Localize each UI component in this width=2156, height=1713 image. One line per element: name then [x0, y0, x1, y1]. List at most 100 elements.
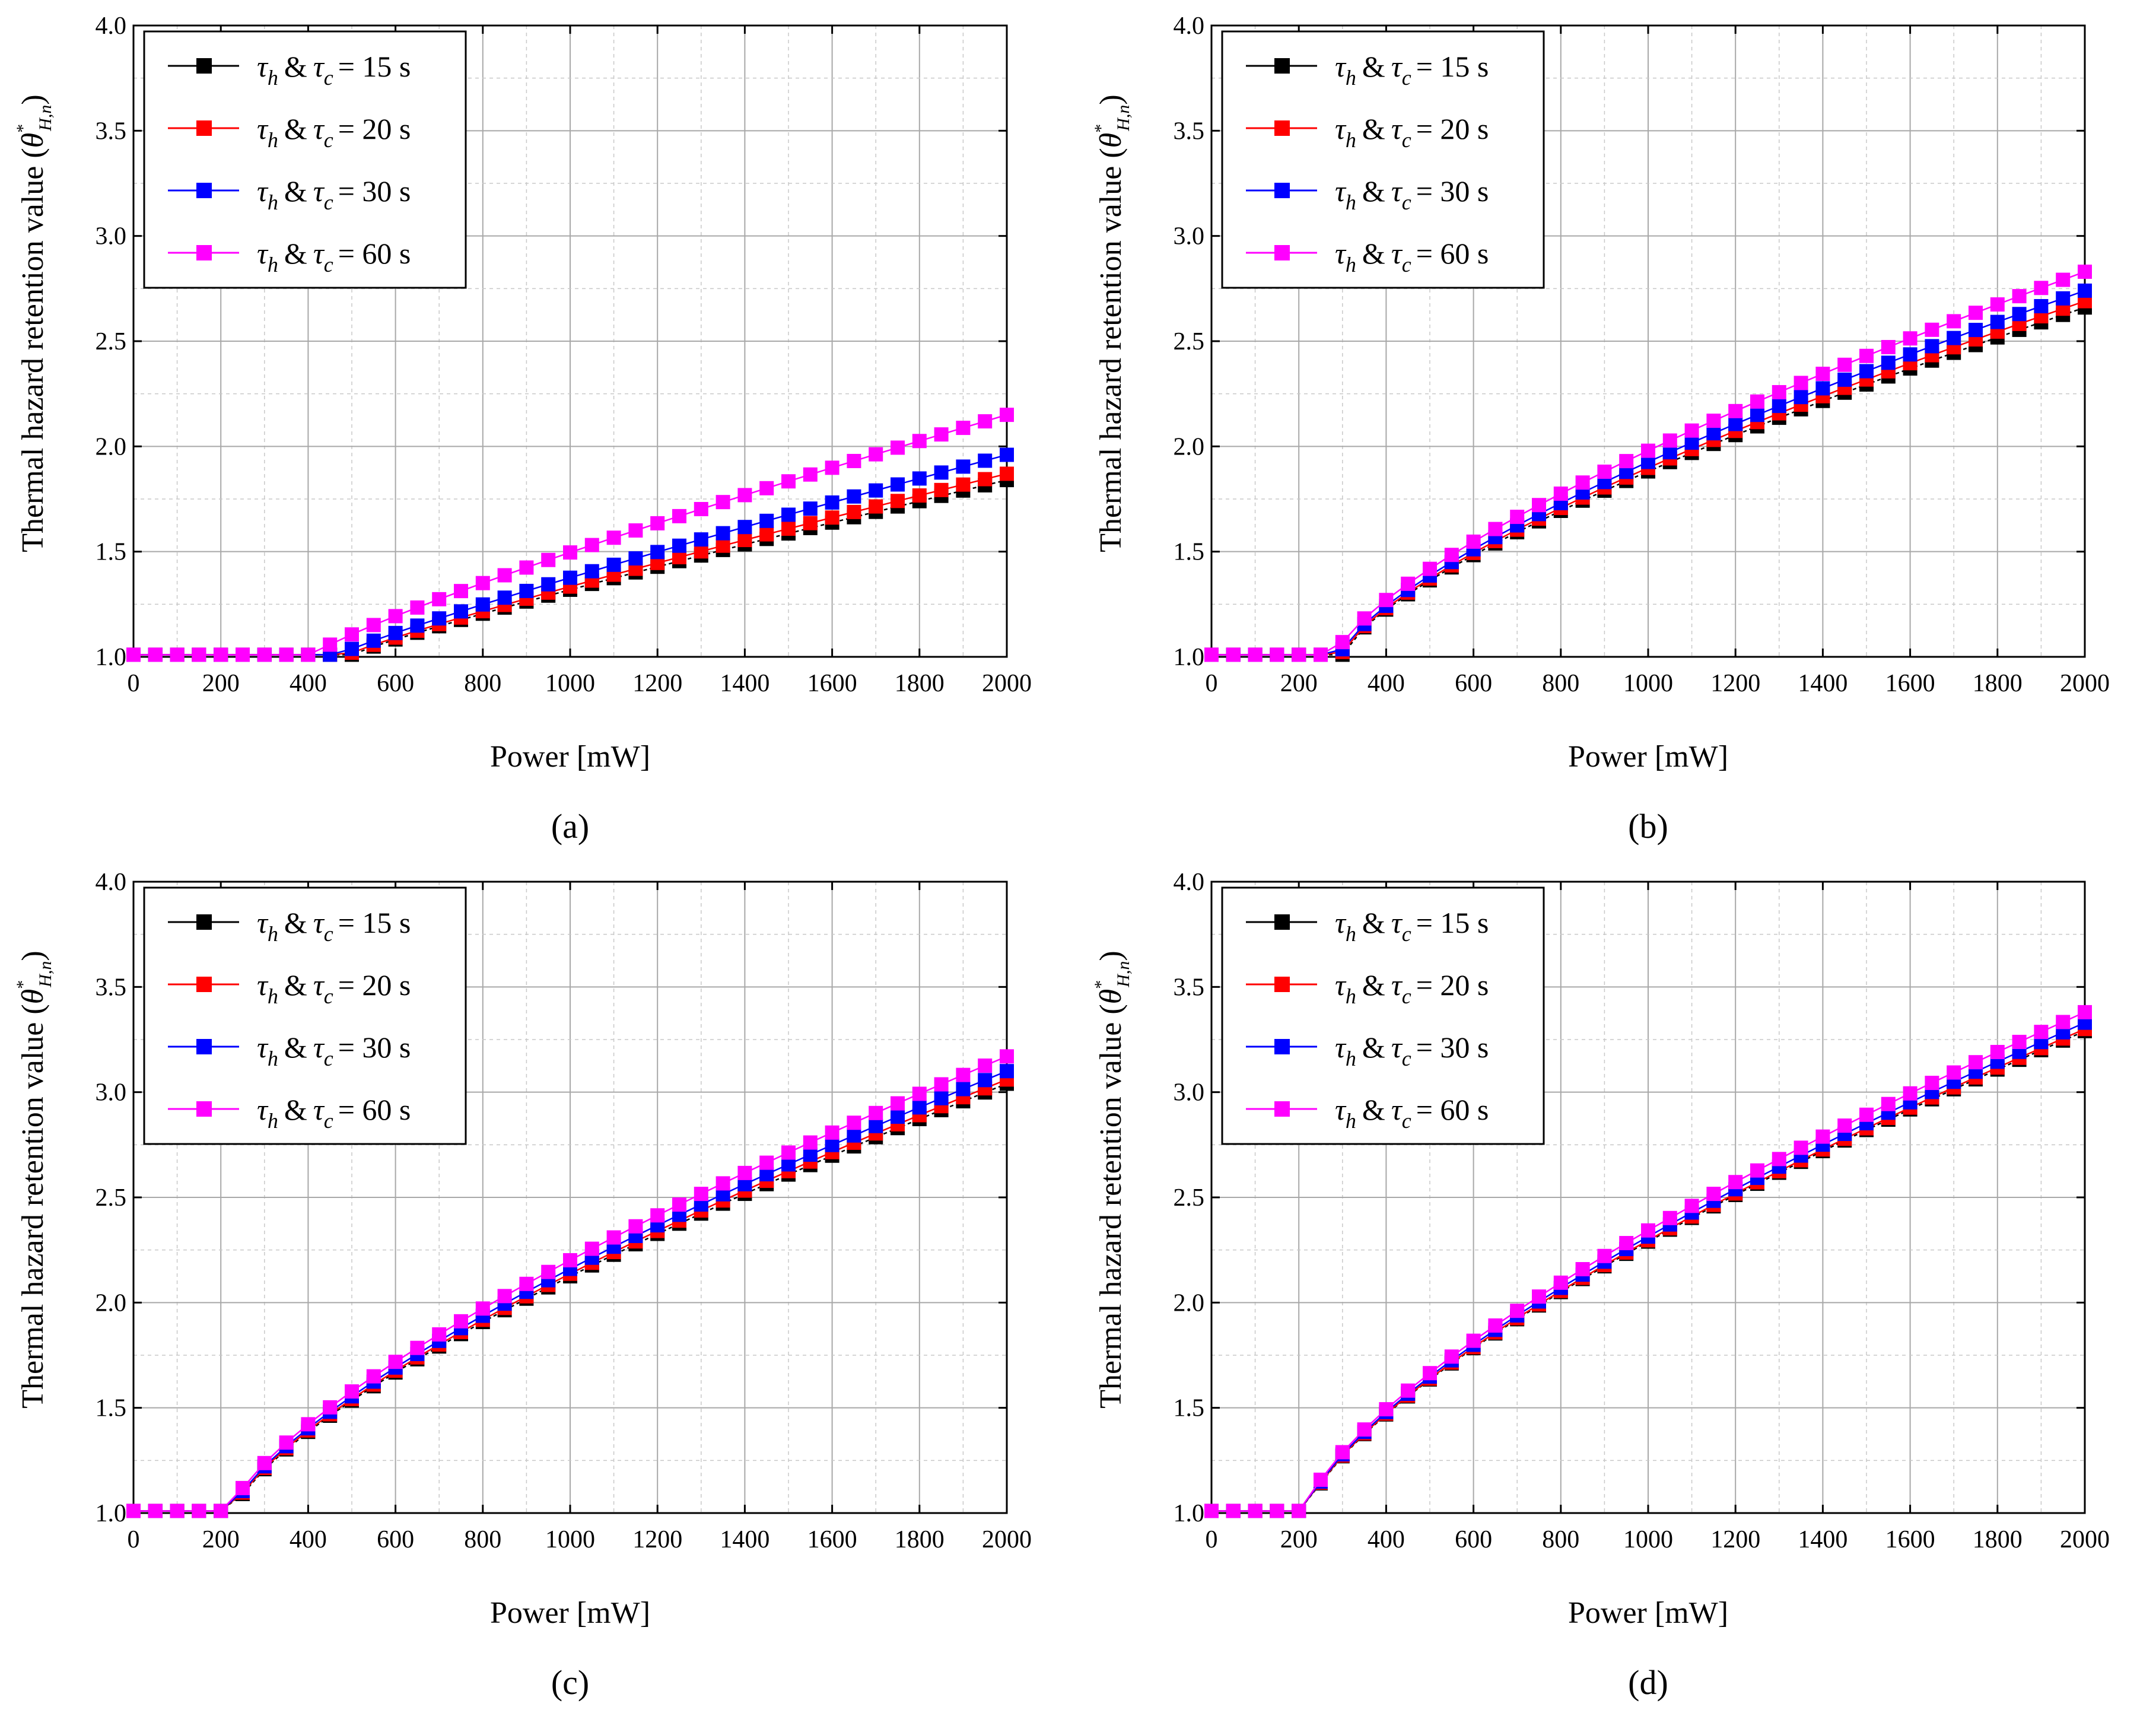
- data-point: [1750, 394, 1764, 409]
- data-point: [1466, 1333, 1481, 1348]
- legend-amp: &: [1362, 174, 1385, 208]
- x-tick-label: 0: [128, 1526, 140, 1553]
- legend-amp: &: [1362, 1031, 1385, 1064]
- legend-label: τh & τc = 15 s: [257, 906, 411, 946]
- data-point: [1597, 1248, 1612, 1263]
- data-point: [912, 471, 927, 486]
- data-point: [366, 1369, 381, 1384]
- legend-value: = 30 s: [338, 174, 411, 208]
- chart-c: 0 200 400 600 800 1000 1200 1400 1600 1800 2000 1.0…: [13, 869, 1032, 1702]
- y-axis-title: Thermal hazard retention value (θ* H,n): [1091, 94, 1133, 552]
- data-point: [934, 482, 949, 497]
- x-tick-label: 800: [464, 670, 501, 697]
- legend-tau: τ: [257, 1093, 269, 1126]
- data-point: [1248, 1504, 1263, 1518]
- data-point: [847, 1128, 861, 1143]
- legend-marker: [1274, 1039, 1290, 1054]
- legend-amp: &: [284, 1031, 307, 1064]
- data-point: [345, 641, 359, 656]
- x-tick-label: 1000: [1623, 670, 1673, 697]
- data-point: [1401, 576, 1416, 591]
- y-tick-label: 3.0: [96, 1079, 127, 1107]
- data-point: [1925, 322, 1939, 337]
- data-point: [650, 1208, 665, 1223]
- legend-tau: τ: [257, 237, 269, 270]
- x-tick-label: 400: [290, 670, 327, 697]
- data-point: [694, 544, 708, 559]
- legend-sub-c: c: [324, 253, 333, 277]
- legend-value: = 20 s: [1416, 112, 1489, 145]
- legend-tau: τ: [313, 174, 325, 208]
- data-point: [825, 1137, 839, 1152]
- legend-sub-c: c: [1402, 1109, 1411, 1133]
- legend-amp: &: [284, 50, 307, 83]
- legend-marker: [196, 245, 212, 260]
- legend-sub-h: h: [268, 128, 278, 152]
- data-point: [366, 618, 381, 633]
- legend-amp: &: [1362, 237, 1385, 270]
- data-point: [1684, 423, 1699, 438]
- data-point: [1401, 1383, 1416, 1398]
- legend-tau: τ: [313, 112, 325, 145]
- data-point: [1357, 1422, 1372, 1437]
- legend-amp: &: [284, 174, 307, 208]
- data-point: [694, 501, 708, 516]
- legend-marker: [196, 1101, 212, 1117]
- data-point: [541, 577, 556, 592]
- y-tick-label: 2.0: [96, 433, 127, 460]
- data-point: [1226, 647, 1241, 662]
- ticks: 0 200 400 600 800 1000 1200 1400 1600 1800 2000 1.0…: [1174, 12, 2110, 697]
- x-tick-label: 1600: [1885, 1526, 1935, 1553]
- x-tick-label: 800: [464, 1526, 501, 1553]
- x-tick-label: 1200: [1710, 1526, 1760, 1553]
- legend-tau: τ: [1335, 1031, 1347, 1064]
- legend-amp: &: [1362, 968, 1385, 1002]
- data-point: [847, 504, 861, 519]
- legend-label: τh & τc = 30 s: [257, 174, 411, 214]
- x-tick-label: 400: [1368, 670, 1405, 697]
- data-point: [847, 489, 861, 504]
- legend-sub-h: h: [1346, 66, 1356, 90]
- data-point: [1357, 611, 1372, 626]
- data-point: [1510, 510, 1525, 525]
- y-axis-title-sub: H,n: [36, 105, 55, 132]
- legend-marker: [1274, 120, 1290, 136]
- y-axis-title-symbol: θ: [16, 989, 50, 1005]
- x-tick-label: 400: [1368, 1526, 1405, 1553]
- legend-sub-c: c: [324, 984, 333, 1008]
- legend-tau: τ: [257, 968, 269, 1002]
- legend-tau: τ: [1335, 50, 1347, 83]
- legend-tau: τ: [1391, 906, 1403, 939]
- x-tick-label: 1400: [1798, 1526, 1847, 1553]
- legend-tau: τ: [1391, 112, 1403, 145]
- data-point: [956, 1067, 971, 1082]
- y-tick-label: 4.0: [1174, 869, 1205, 896]
- data-point: [1969, 306, 1983, 320]
- legend-value: = 20 s: [338, 112, 411, 145]
- legend-label: τh & τc = 60 s: [1335, 237, 1489, 277]
- data-point: [1903, 347, 1917, 362]
- legend-tau: τ: [313, 968, 325, 1002]
- y-tick-label: 2.0: [96, 1289, 127, 1317]
- legend-sub-h: h: [268, 66, 278, 90]
- y-axis-title: Thermal hazard retention value (θ* H,n): [1091, 951, 1133, 1408]
- data-point: [1314, 1472, 1328, 1487]
- data-point: [606, 1230, 621, 1245]
- data-point: [1706, 1187, 1721, 1202]
- x-tick-label: 200: [1280, 1526, 1318, 1553]
- x-tick-label: 1000: [1623, 1526, 1673, 1553]
- data-point: [1969, 1055, 1983, 1070]
- data-point: [236, 647, 250, 662]
- chart-b: 0 200 400 600 800 1000 1200 1400 1600 1800 2000 1.0…: [1091, 12, 2110, 846]
- legend-label: τh & τc = 15 s: [1335, 50, 1489, 90]
- data-point: [934, 427, 949, 442]
- legend-sub-h: h: [1346, 922, 1356, 946]
- legend-tau: τ: [313, 50, 325, 83]
- legend-sub-h: h: [1346, 253, 1356, 277]
- data-point: [1728, 417, 1743, 431]
- data-point: [2078, 283, 2092, 298]
- data-point: [912, 1086, 927, 1101]
- legend-tau: τ: [257, 1031, 269, 1064]
- data-point: [475, 597, 490, 612]
- data-point: [1532, 498, 1546, 513]
